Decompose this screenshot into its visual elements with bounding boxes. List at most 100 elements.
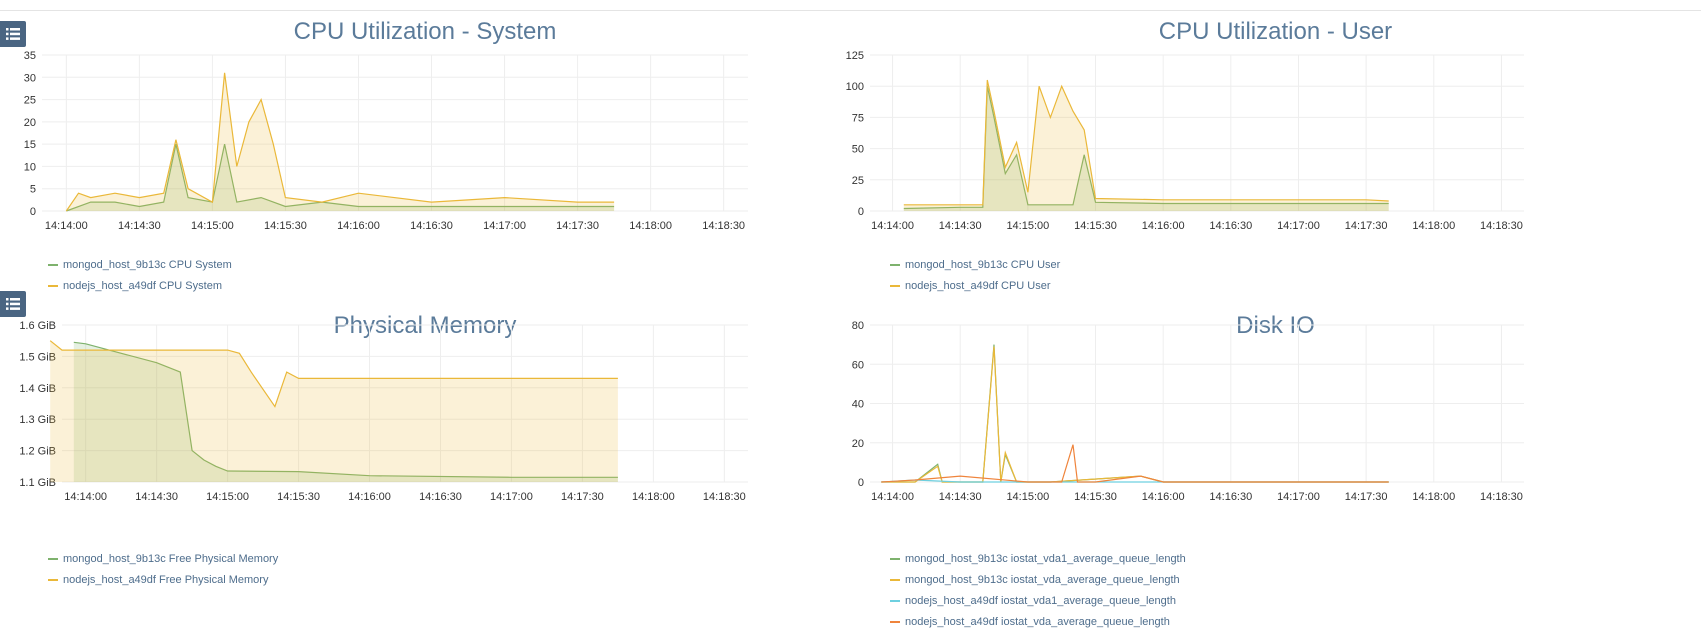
chart-plot: 0 20 40 60 80 14:14:00 14:14:30 14:15:00 14:15:3…	[852, 320, 1524, 503]
y-tick-label: 30	[24, 72, 36, 84]
row-menu-button[interactable]	[0, 21, 26, 47]
series-area-0	[73, 342, 618, 482]
chart-panel-physical-memory: Physical Memory 1.1 GiB 1.2 GiB 1.3 GiB 1.4…	[0, 312, 850, 586]
x-tick-label: 14:15:00	[1006, 220, 1049, 232]
y-tick-label: 100	[846, 81, 864, 93]
legend-swatch	[890, 620, 900, 623]
series-line-0	[73, 341, 618, 478]
x-tick-label: 14:16:00	[337, 220, 380, 232]
series-line-1	[65, 72, 615, 212]
legend-item[interactable]: nodejs_host_a49df iostat_vda_average_que…	[890, 611, 1186, 632]
legend-label: mongod_host_9b13c CPU User	[905, 258, 1061, 271]
legend-item[interactable]: nodejs_host_a49df CPU User	[890, 275, 1060, 296]
y-tick-label: 20	[852, 438, 864, 450]
chart-legend: mongod_host_9b13c iostat_vda1_average_qu…	[890, 548, 1186, 632]
chart-legend: mongod_host_9b13c CPU User nodejs_host_a4…	[890, 254, 1060, 296]
x-tick-label: 14:16:00	[1142, 220, 1185, 232]
x-tick-label: 14:18:30	[702, 220, 745, 232]
legend-swatch	[48, 557, 58, 560]
legend-swatch	[48, 263, 58, 266]
legend-label: nodejs_host_a49df iostat_vda1_average_qu…	[905, 594, 1176, 607]
chart-legend: mongod_host_9b13c Free Physical Memory no…	[48, 548, 278, 590]
x-tick-label: 14:15:30	[277, 491, 320, 503]
x-tick-label: 14:18:30	[703, 491, 746, 503]
y-tick-label: 35	[24, 50, 36, 62]
series-line-0	[881, 344, 1389, 483]
legend-item[interactable]: mongod_host_9b13c Free Physical Memory	[48, 548, 278, 569]
x-tick-label: 14:17:30	[1345, 491, 1388, 503]
legend-label: mongod_host_9b13c CPU System	[63, 258, 232, 271]
x-tick-label: 14:14:30	[135, 491, 178, 503]
y-tick-label: 0	[858, 206, 864, 218]
legend-item[interactable]: mongod_host_9b13c iostat_vda_average_que…	[890, 569, 1186, 590]
x-tick-label: 14:15:30	[1074, 220, 1117, 232]
legend-item[interactable]: mongod_host_9b13c iostat_vda1_average_qu…	[890, 548, 1186, 569]
x-tick-label: 14:15:00	[191, 220, 234, 232]
x-tick-label: 14:16:30	[1209, 220, 1252, 232]
chart-plot: 0 25 50 75 100 125 14:14:00 14:14:30 14:15:00 14:…	[846, 50, 1524, 232]
series-line-3	[881, 444, 1389, 483]
legend-item[interactable]: mongod_host_9b13c CPU User	[890, 254, 1060, 275]
x-tick-label: 14:14:00	[871, 220, 914, 232]
x-tick-label: 14:18:00	[1412, 220, 1455, 232]
y-tick-label: 1.5 GiB	[19, 351, 56, 363]
legend-swatch	[890, 578, 900, 581]
y-tick-label: 0	[858, 477, 864, 489]
y-tick-label: 25	[852, 175, 864, 187]
chart-title: CPU Utilization - System	[293, 18, 557, 45]
legend-swatch	[890, 557, 900, 560]
chart-plot: 1.1 GiB 1.2 GiB 1.3 GiB 1.4 GiB 1.5 GiB 1.6 G…	[19, 320, 748, 503]
legend-swatch	[890, 284, 900, 287]
series-area-1	[903, 80, 1389, 211]
chart-panel-cpu-system: CPU Utilization - System 0 5 10 15 20 25 30 35 1…	[0, 18, 850, 298]
x-tick-label: 14:17:00	[1277, 491, 1320, 503]
legend-label: nodejs_host_a49df iostat_vda_average_que…	[905, 615, 1170, 628]
series-area-1	[50, 340, 618, 482]
y-tick-label: 25	[24, 95, 36, 107]
y-tick-label: 1.1 GiB	[19, 477, 56, 489]
x-tick-label: 14:16:30	[410, 220, 453, 232]
legend-item[interactable]: nodejs_host_a49df CPU System	[48, 275, 232, 296]
legend-label: nodejs_host_a49df Free Physical Memory	[63, 573, 269, 586]
legend-label: nodejs_host_a49df CPU User	[905, 279, 1051, 292]
series-area-0	[66, 144, 615, 211]
legend-label: nodejs_host_a49df CPU System	[63, 279, 222, 292]
y-tick-label: 0	[30, 206, 36, 218]
x-tick-label: 14:16:30	[1209, 491, 1252, 503]
row-menu-button[interactable]	[0, 291, 26, 317]
x-tick-label: 14:14:30	[939, 220, 982, 232]
y-tick-label: 1.6 GiB	[19, 320, 56, 332]
y-tick-label: 50	[852, 144, 864, 156]
top-divider	[0, 10, 1701, 11]
y-tick-label: 10	[24, 161, 36, 173]
y-tick-label: 60	[852, 359, 864, 371]
x-tick-label: 14:18:00	[1412, 491, 1455, 503]
x-tick-label: 14:17:00	[1277, 220, 1320, 232]
x-tick-label: 14:15:30	[264, 220, 307, 232]
legend-item[interactable]: mongod_host_9b13c CPU System	[48, 254, 232, 275]
legend-item[interactable]: nodejs_host_a49df iostat_vda1_average_qu…	[890, 590, 1186, 611]
legend-swatch	[48, 284, 58, 287]
x-tick-label: 14:17:00	[483, 220, 526, 232]
x-tick-label: 14:17:30	[1345, 220, 1388, 232]
chart-panel-disk-io: Disk IO 0 20 40 60 80 14:14:00 14:14:30 14:15:0…	[850, 312, 1701, 629]
y-tick-label: 40	[852, 399, 864, 411]
legend-item[interactable]: nodejs_host_a49df Free Physical Memory	[48, 569, 278, 590]
x-tick-label: 14:17:30	[561, 491, 604, 503]
x-tick-label: 14:18:00	[629, 220, 672, 232]
series-line-0	[903, 86, 1389, 210]
x-tick-label: 14:14:00	[871, 491, 914, 503]
chart-panel-cpu-user: CPU Utilization - User 0 25 50 75 100 125 14:1…	[846, 18, 1701, 298]
x-tick-label: 14:16:30	[419, 491, 462, 503]
y-tick-label: 125	[846, 50, 864, 62]
x-tick-label: 14:14:30	[939, 491, 982, 503]
y-tick-label: 1.4 GiB	[19, 383, 56, 395]
y-tick-label: 15	[24, 139, 36, 151]
list-icon	[6, 28, 20, 40]
chart-plot: 0 5 10 15 20 25 30 35 14:14:00 14:14:30 14:15:00 14…	[24, 50, 748, 232]
series-line-1	[903, 79, 1389, 206]
y-tick-label: 5	[30, 184, 36, 196]
legend-label: mongod_host_9b13c iostat_vda_average_que…	[905, 573, 1180, 586]
legend-swatch	[890, 599, 900, 602]
y-tick-label: 1.3 GiB	[19, 414, 56, 426]
